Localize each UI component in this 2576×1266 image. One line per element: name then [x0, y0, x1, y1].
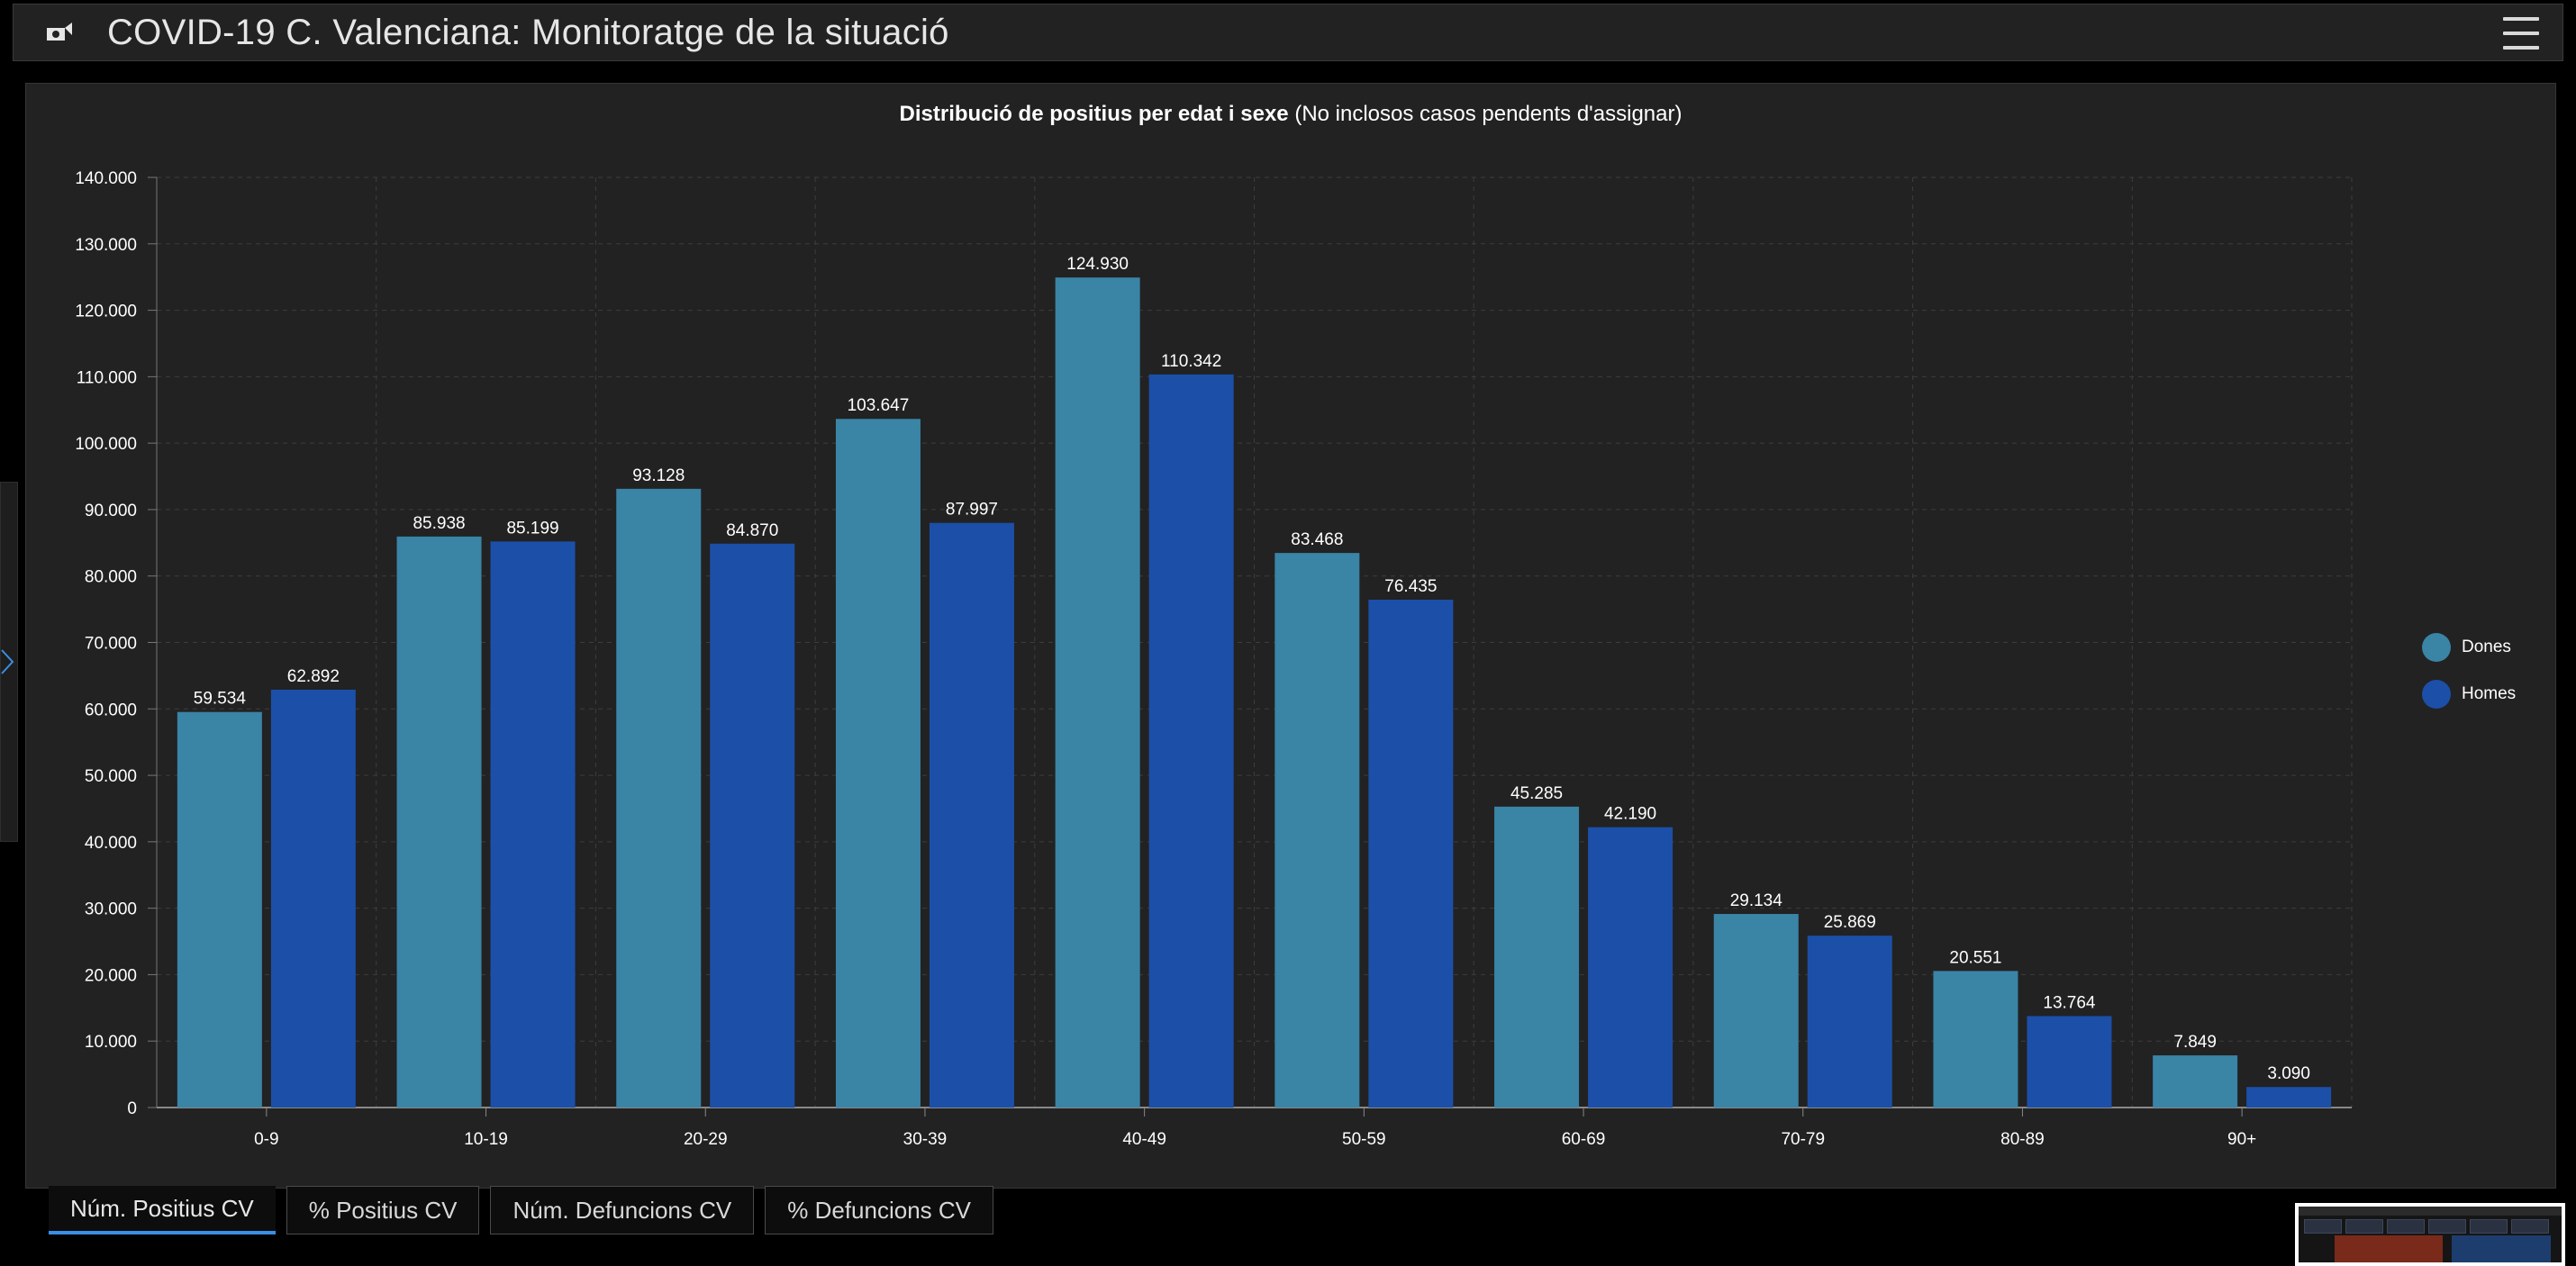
legend-label-dones: Dones	[2462, 638, 2511, 656]
y-tick-label: 20.000	[85, 966, 137, 985]
page-title: COVID-19 C. Valenciana: Monitoratge de l…	[107, 12, 949, 52]
x-tick-label: 70-79	[1781, 1130, 1825, 1149]
bar-data-label: 93.128	[632, 466, 685, 485]
bar-data-label: 87.997	[946, 501, 998, 520]
bar-data-label: 25.869	[1824, 913, 1876, 932]
y-tick-label: 40.000	[85, 834, 137, 853]
bar-homes	[1368, 600, 1454, 1108]
tab-bar: Núm. Positius CV % Positius CV Núm. Defu…	[49, 1186, 1004, 1234]
y-tick-label: 100.000	[75, 435, 137, 454]
overview-thumbnail[interactable]	[2295, 1203, 2565, 1266]
bar-homes	[2246, 1087, 2332, 1108]
y-tick-label: 110.000	[77, 368, 137, 387]
y-tick-label: 0	[127, 1099, 137, 1118]
hamburger-menu-icon[interactable]	[2503, 17, 2539, 50]
bar-homes	[2027, 1016, 2112, 1108]
bar-data-label: 3.090	[2267, 1064, 2310, 1083]
bar-data-label: 29.134	[1730, 891, 1783, 910]
bar-dones	[396, 536, 482, 1108]
y-tick-label: 130.000	[75, 236, 137, 255]
bar-data-label: 7.849	[2173, 1033, 2217, 1052]
legend-swatch-homes	[2422, 680, 2451, 709]
bar-data-label: 76.435	[1384, 577, 1437, 596]
bar-dones	[1713, 914, 1799, 1108]
bar-dones	[1055, 277, 1140, 1108]
y-tick-label: 30.000	[85, 900, 137, 919]
x-tick-label: 90+	[2227, 1130, 2256, 1149]
x-tick-label: 10-19	[464, 1130, 508, 1149]
x-tick-label: 0-9	[254, 1130, 278, 1149]
tab-pct-positius[interactable]: % Positius CV	[286, 1186, 480, 1234]
expand-chevron-icon[interactable]	[0, 648, 14, 675]
bar-data-label: 62.892	[287, 667, 340, 686]
bar-data-label: 13.764	[2043, 993, 2096, 1012]
bar-homes	[1588, 827, 1673, 1108]
chart-title-bold: Distribució de positius per edat i sexe	[899, 102, 1289, 126]
bar-homes	[490, 541, 576, 1108]
legend-item-dones[interactable]: Dones	[2422, 633, 2516, 662]
bar-dones	[835, 419, 921, 1108]
bar-homes	[1148, 374, 1234, 1108]
chart-panel: Distribució de positius per edat i sexe …	[25, 83, 2556, 1189]
y-tick-label: 50.000	[85, 767, 137, 786]
bar-dones	[616, 488, 702, 1108]
y-tick-label: 120.000	[75, 303, 137, 321]
x-tick-label: 30-39	[903, 1130, 948, 1149]
app-header: COVID-19 C. Valenciana: Monitoratge de l…	[13, 4, 2563, 61]
bar-homes	[929, 522, 1014, 1108]
bar-homes	[710, 543, 795, 1108]
bar-data-label: 124.930	[1066, 255, 1129, 274]
bar-dones	[2153, 1055, 2238, 1108]
y-tick-label: 60.000	[85, 701, 137, 719]
bar-dones	[1494, 806, 1580, 1108]
bar-homes	[270, 689, 356, 1108]
legend-label-homes: Homes	[2462, 684, 2517, 703]
x-tick-label: 40-49	[1122, 1130, 1166, 1149]
bar-homes	[1807, 936, 1892, 1108]
chart-title-note: (No inclosos casos pendents d'assignar)	[1294, 102, 1683, 126]
bar-chart: 0 10.000 20.000 30.000 40.000 50.000 60.000 70.…	[75, 169, 2353, 1149]
x-tick-label: 60-69	[1562, 1130, 1606, 1149]
bar-data-label: 84.870	[726, 521, 778, 540]
y-tick-label: 90.000	[85, 502, 137, 520]
bar-data-label: 83.468	[1291, 530, 1343, 549]
legend-item-homes[interactable]: Homes	[2422, 680, 2516, 709]
bar-data-label: 59.534	[194, 690, 247, 709]
x-tick-label: 80-89	[2000, 1130, 2045, 1149]
bar-data-label: 20.551	[1949, 948, 2001, 967]
bar-dones	[177, 711, 262, 1108]
bar-data-label: 103.647	[848, 396, 910, 415]
bar-data-label: 45.285	[1510, 784, 1563, 803]
bar-dones	[1274, 553, 1360, 1108]
logo-icon	[42, 16, 75, 49]
legend-swatch-dones	[2422, 633, 2451, 662]
y-tick-label: 10.000	[85, 1033, 137, 1052]
x-tick-label: 50-59	[1342, 1130, 1386, 1149]
y-tick-label: 80.000	[85, 568, 137, 587]
side-panel-handle[interactable]	[0, 482, 18, 842]
bar-dones	[1933, 971, 2018, 1108]
tab-pct-defuncions[interactable]: % Defuncions CV	[765, 1186, 993, 1234]
tab-num-positius[interactable]: Núm. Positius CV	[49, 1186, 276, 1234]
bar-data-label: 42.190	[1604, 805, 1656, 824]
chart-title: Distribució de positius per edat i sexe …	[26, 102, 2555, 127]
y-tick-label: 140.000	[75, 169, 137, 188]
bar-data-label: 85.199	[506, 519, 558, 538]
bar-data-label: 85.938	[413, 514, 465, 533]
tab-num-defuncions[interactable]: Núm. Defuncions CV	[490, 1186, 755, 1234]
chart-legend: Dones Homes	[2422, 633, 2516, 727]
bar-data-label: 110.342	[1161, 352, 1221, 371]
y-tick-label: 70.000	[85, 635, 137, 654]
x-tick-label: 20-29	[684, 1130, 728, 1149]
